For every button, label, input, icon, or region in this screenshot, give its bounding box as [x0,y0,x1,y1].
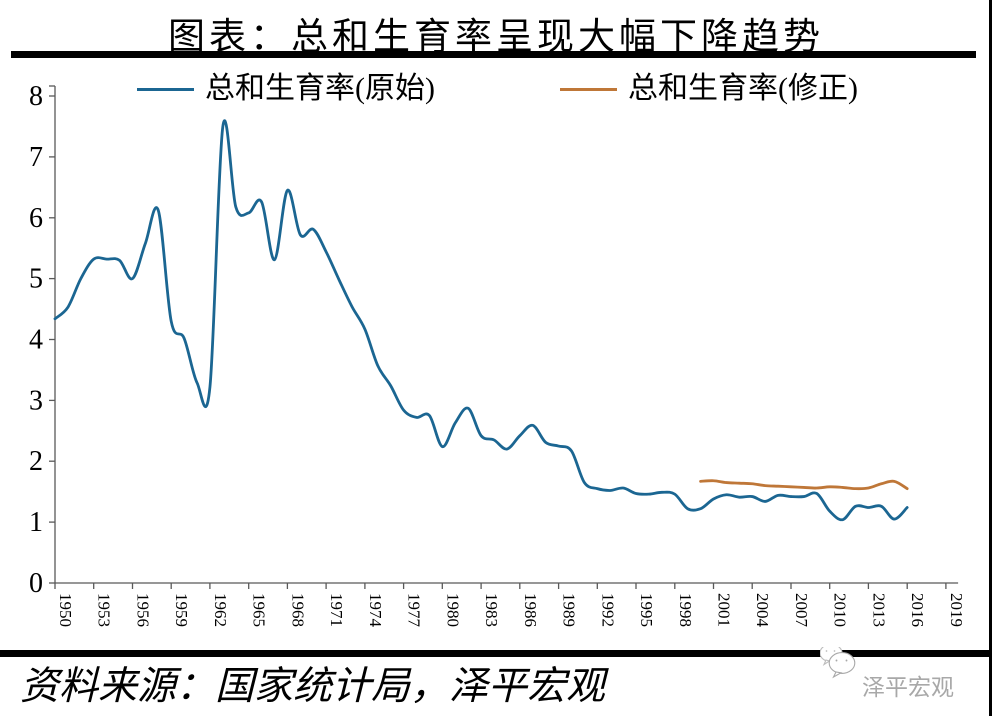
svg-text:2001: 2001 [715,593,734,627]
svg-text:4: 4 [29,325,43,356]
svg-text:7: 7 [29,142,43,173]
svg-text:5: 5 [29,264,43,295]
svg-text:2013: 2013 [869,593,888,627]
svg-text:1995: 1995 [637,593,656,627]
svg-text:2016: 2016 [908,593,927,627]
svg-text:8: 8 [29,81,43,112]
svg-text:1998: 1998 [676,593,695,627]
svg-text:1953: 1953 [95,593,114,627]
svg-text:1974: 1974 [366,593,385,628]
svg-text:2010: 2010 [831,593,850,627]
svg-text:1980: 1980 [443,593,462,627]
svg-text:1956: 1956 [134,593,153,627]
svg-text:1989: 1989 [560,593,579,627]
svg-text:1986: 1986 [521,593,540,627]
svg-text:1: 1 [29,507,43,538]
svg-text:1992: 1992 [598,593,617,627]
svg-text:1950: 1950 [56,593,75,627]
svg-text:6: 6 [29,203,43,234]
svg-text:1968: 1968 [288,593,307,627]
svg-text:3: 3 [29,385,43,416]
svg-text:2: 2 [29,446,43,477]
svg-text:1965: 1965 [250,593,269,627]
svg-text:1959: 1959 [172,593,191,627]
svg-text:2019: 2019 [947,593,966,627]
svg-text:1971: 1971 [327,593,346,627]
svg-text:1977: 1977 [405,593,424,628]
svg-text:0: 0 [29,568,43,599]
svg-text:2007: 2007 [792,593,811,628]
svg-text:1962: 1962 [211,593,230,627]
svg-text:1983: 1983 [482,593,501,627]
svg-text:2004: 2004 [753,593,772,628]
